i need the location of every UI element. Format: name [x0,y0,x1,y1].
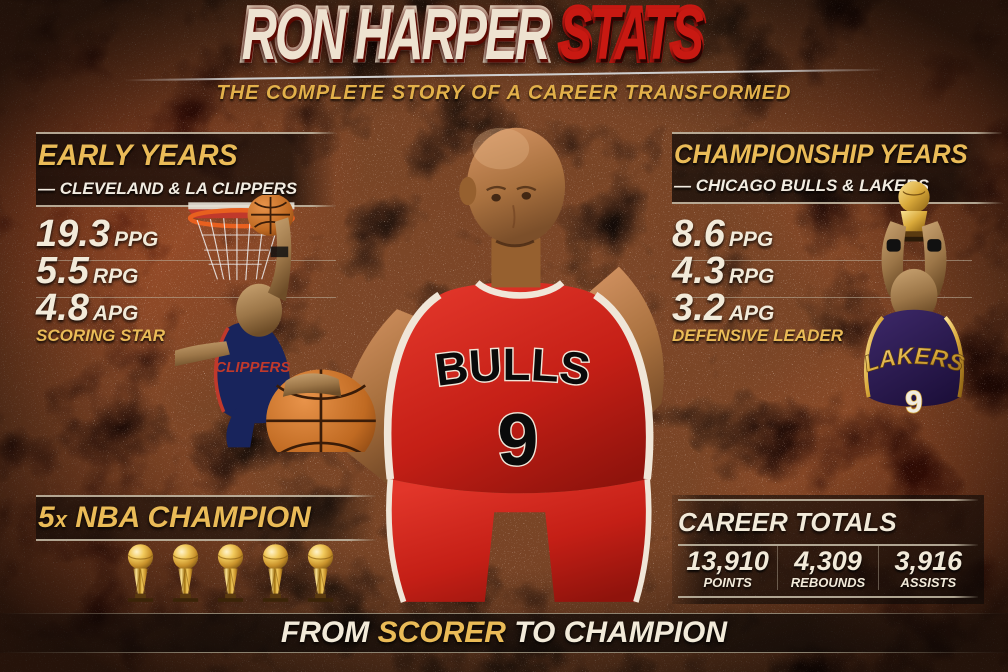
svg-text:9: 9 [905,385,922,420]
svg-text:BULLS: BULLS [432,339,593,396]
svg-text:CLIPPERS: CLIPPERS [215,359,290,376]
svg-text:9: 9 [497,398,538,481]
